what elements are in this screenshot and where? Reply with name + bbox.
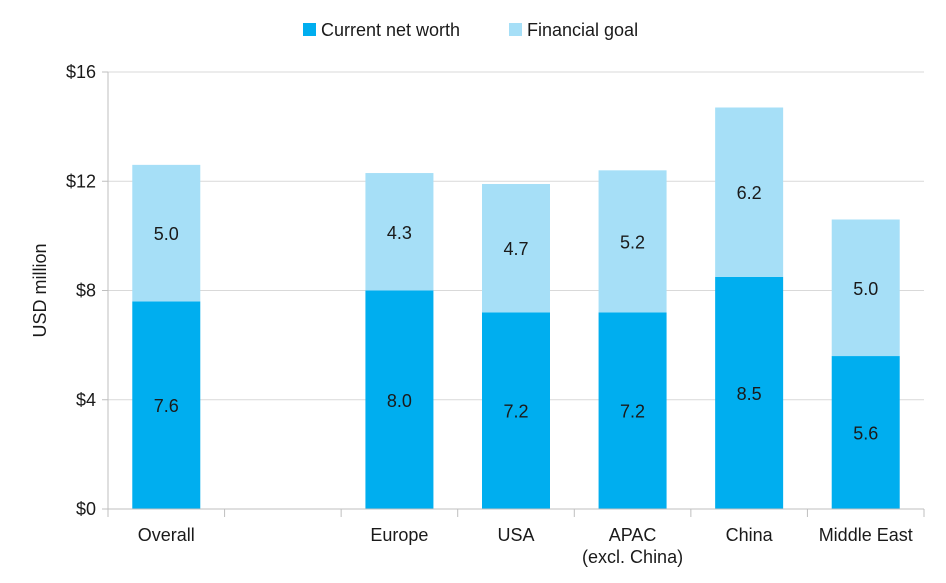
data-label: 5.2 [620, 232, 645, 252]
data-label: 6.2 [737, 183, 762, 203]
y-tick-label: $4 [76, 390, 96, 410]
y-tick-label: $0 [76, 499, 96, 519]
bar-segment [482, 183, 550, 313]
data-label: 5.6 [853, 424, 878, 444]
bar-segment [132, 164, 201, 302]
x-category-label: Middle East [819, 525, 913, 545]
bar-segment [482, 312, 550, 509]
x-category-label: Europe [370, 525, 428, 545]
bar-segment [715, 276, 784, 509]
x-category-label: China [726, 525, 774, 545]
x-category-label: Overall [138, 525, 195, 545]
data-label: 7.6 [154, 396, 179, 416]
data-label: 8.0 [387, 391, 412, 411]
bar-segment [365, 290, 434, 509]
data-label: 7.2 [620, 402, 645, 422]
legend-label: Current net worth [321, 20, 460, 40]
data-label: 4.7 [503, 239, 528, 259]
bar-segment [598, 170, 667, 313]
data-label: 7.2 [503, 402, 528, 422]
bar-segment [598, 312, 667, 509]
legend-swatch [509, 23, 522, 36]
y-tick-label: $16 [66, 62, 96, 82]
bar-segment [365, 173, 434, 291]
bar-segment [715, 107, 784, 277]
bar-segment [831, 356, 900, 509]
y-tick-label: $8 [76, 281, 96, 301]
data-label: 5.0 [154, 224, 179, 244]
data-label: 4.3 [387, 223, 412, 243]
data-label: 5.0 [853, 279, 878, 299]
x-category-label: USA [497, 525, 534, 545]
y-tick-label: $12 [66, 171, 96, 191]
legend-label: Financial goal [527, 20, 638, 40]
data-label: 8.5 [737, 384, 762, 404]
y-axis-title: USD million [30, 243, 50, 337]
bar-segment [831, 219, 900, 357]
bar-segment [132, 301, 201, 509]
x-category-label: APAC (excl. China) [582, 525, 683, 567]
legend-swatch [303, 23, 316, 36]
